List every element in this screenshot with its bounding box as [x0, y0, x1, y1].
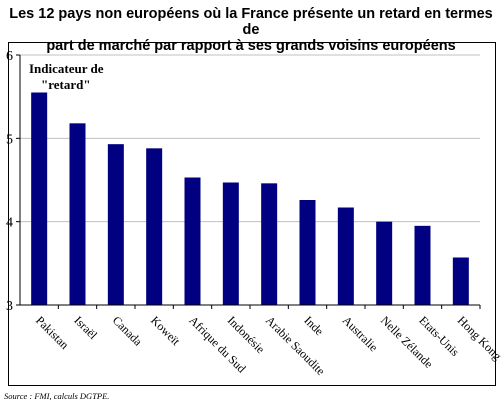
x-tick-labels: Pakistan Israël Canada Koweït Afrique du Sud…: [33, 313, 502, 378]
y-tick-labels: 3 4 5 6: [6, 49, 13, 314]
bar-0: [31, 92, 48, 305]
x-tick-label: Australie: [340, 313, 381, 354]
annotation-line-2: "retard": [41, 77, 91, 92]
source-note: Source : FMI, calculs DGTPE.: [4, 391, 110, 401]
y-tick-label: 3: [6, 299, 13, 314]
x-tick-label: Canada: [110, 313, 146, 349]
y-tick-label: 4: [6, 216, 13, 231]
x-tick-label: Pakistan: [33, 313, 72, 352]
x-tick-label: Israël: [71, 313, 100, 342]
bar-3: [146, 148, 163, 305]
y-tick-label: 5: [6, 132, 13, 147]
bar-1: [69, 123, 86, 305]
x-tick-label: Koweït: [148, 313, 183, 348]
bar-8: [337, 207, 354, 305]
y-tick-label: 6: [6, 49, 13, 64]
chart-frame: [8, 42, 496, 386]
bar-6: [261, 183, 278, 305]
title-line-1: Les 12 pays non européens où la France p…: [9, 6, 493, 38]
x-tick-label: Hong Kong: [455, 313, 502, 363]
gridlines: [20, 54, 480, 223]
axes: [16, 54, 481, 309]
bar-2: [107, 144, 124, 305]
bar-11: [452, 257, 469, 305]
bar-5: [222, 182, 239, 305]
bar-7: [299, 200, 316, 305]
bar-9: [376, 221, 393, 305]
bar-4: [184, 177, 201, 305]
annotation-line-1: Indicateur de: [29, 61, 104, 76]
bar-10: [414, 225, 431, 305]
x-tick-label: Inde: [301, 313, 326, 338]
bars: [31, 92, 469, 305]
